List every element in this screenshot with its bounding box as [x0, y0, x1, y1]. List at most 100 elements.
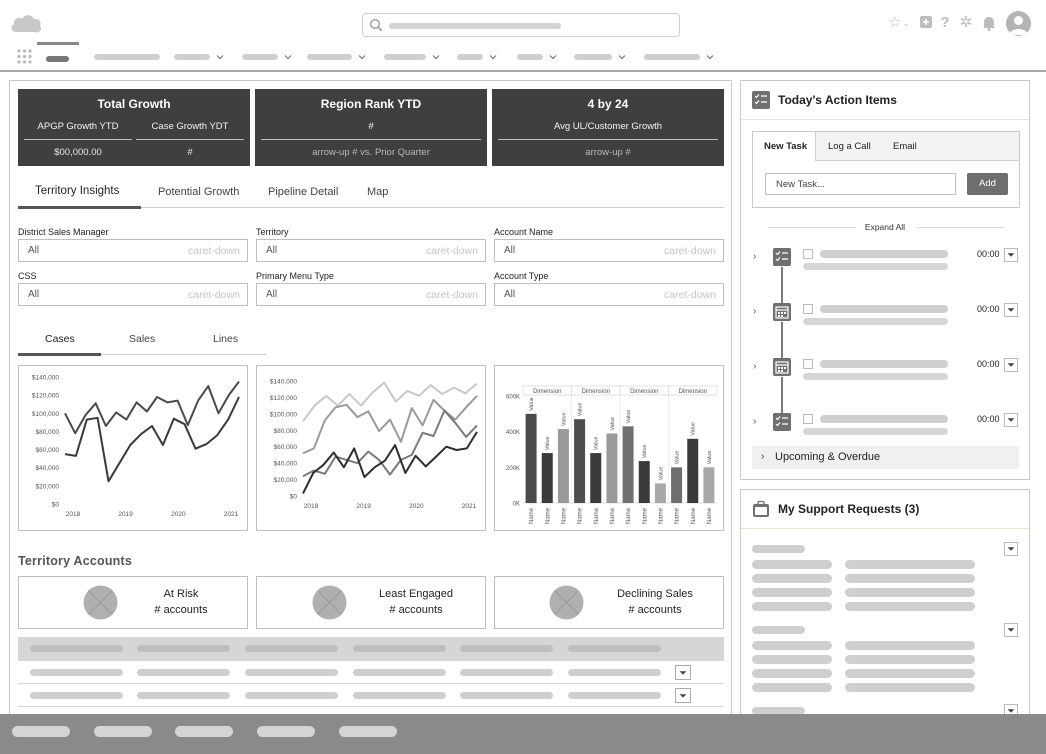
avatar[interactable]: [1006, 11, 1031, 36]
tab-new-task[interactable]: New Task: [764, 141, 808, 152]
row-actions-dropdown-icon[interactable]: [675, 688, 691, 703]
column-header[interactable]: [568, 645, 661, 652]
bar: [525, 413, 537, 503]
bell-icon[interactable]: [980, 14, 998, 32]
plus-icon[interactable]: [918, 14, 936, 32]
tab-map[interactable]: Map: [367, 186, 389, 198]
item-actions-dropdown-icon[interactable]: [1004, 413, 1018, 427]
request-field-placeholder: [845, 655, 975, 664]
nav-item-dropdown[interactable]: [174, 53, 224, 61]
upcoming-overdue-section[interactable]: › Upcoming & Overdue: [752, 446, 1019, 469]
tab-email[interactable]: Email: [893, 141, 917, 152]
salesforce-cloud-logo[interactable]: [10, 12, 42, 36]
filter-account-name[interactable]: All caret-down: [494, 239, 724, 262]
chevron-right-icon[interactable]: ›: [753, 361, 757, 372]
filter-primary-menu-type[interactable]: All caret-down: [256, 283, 486, 306]
checkbox[interactable]: [803, 249, 813, 259]
item-actions-dropdown-icon[interactable]: [1004, 303, 1018, 317]
bar: [671, 467, 683, 503]
x-tick-label: Name: [707, 507, 713, 524]
series-line: [302, 395, 478, 455]
nav-item-dropdown[interactable]: [384, 53, 440, 61]
x-tick-label: 2019: [118, 511, 133, 518]
chevron-down-icon: [432, 55, 440, 60]
column-header[interactable]: [30, 645, 123, 652]
filter-value: All: [504, 245, 516, 256]
my-support-requests-panel: My Support Requests (3): [740, 489, 1030, 729]
utility-item[interactable]: [257, 726, 315, 737]
request-title-placeholder: [752, 545, 805, 553]
caret-down-icon: caret-down: [664, 245, 716, 257]
column-header[interactable]: [353, 645, 446, 652]
gear-icon[interactable]: ✲: [959, 14, 973, 31]
chevron-right-icon[interactable]: ›: [753, 306, 757, 317]
tab-lines[interactable]: Lines: [213, 333, 239, 345]
tab-new-task-active[interactable]: [753, 132, 816, 161]
y-tick-label: $40,000: [274, 461, 298, 468]
timeline-item[interactable]: › 00:00: [741, 303, 1029, 333]
filter-css[interactable]: All caret-down: [18, 283, 248, 306]
request-title-placeholder: [752, 626, 805, 634]
utility-item[interactable]: [12, 726, 70, 737]
checkbox[interactable]: [803, 414, 813, 424]
expand-all-link[interactable]: Expand All: [864, 222, 906, 232]
tab-cases[interactable]: Cases: [45, 333, 75, 345]
bar-value-label: Value: [691, 422, 697, 436]
timeline-item[interactable]: › 00:00: [741, 413, 1029, 443]
nav-item-home-active[interactable]: [37, 42, 79, 70]
chevron-right-icon[interactable]: ›: [753, 416, 757, 427]
nav-item-dropdown[interactable]: [307, 53, 366, 61]
tab-pipeline-detail[interactable]: Pipeline Detail: [268, 186, 339, 198]
request-actions-dropdown-icon[interactable]: [1004, 623, 1018, 637]
utility-item[interactable]: [94, 726, 152, 737]
checkbox[interactable]: [803, 359, 813, 369]
account-card-at-risk[interactable]: At Risk # accounts: [18, 576, 248, 629]
chevron-down-icon[interactable]: ⌄: [902, 18, 910, 28]
bar: [622, 426, 634, 503]
column-header[interactable]: [245, 645, 338, 652]
help-icon[interactable]: ?: [940, 14, 950, 31]
tab-sales[interactable]: Sales: [129, 333, 156, 345]
divider: [917, 227, 1005, 228]
star-icon[interactable]: ☆: [888, 14, 902, 31]
item-actions-dropdown-icon[interactable]: [1004, 358, 1018, 372]
item-actions-dropdown-icon[interactable]: [1004, 248, 1018, 262]
table-row[interactable]: [18, 661, 724, 684]
filter-district-sales-manager[interactable]: All caret-down: [18, 239, 248, 262]
tab-log-a-call[interactable]: Log a Call: [828, 141, 871, 152]
utility-item[interactable]: [175, 726, 233, 737]
nav-item-dropdown[interactable]: [644, 53, 714, 61]
x-tick-label: Name: [529, 507, 535, 524]
account-card-least-engaged[interactable]: Least Engaged # accounts: [256, 576, 486, 629]
app-launcher-icon[interactable]: [17, 49, 32, 64]
tab-potential-growth[interactable]: Potential Growth: [158, 186, 240, 198]
column-header[interactable]: [137, 645, 230, 652]
filter-territory[interactable]: All caret-down: [256, 239, 486, 262]
item-time: 00:00: [977, 359, 1000, 369]
y-tick-label: $120,000: [270, 395, 297, 402]
filter-account-type[interactable]: All caret-down: [494, 283, 724, 306]
global-search-input[interactable]: [362, 13, 680, 37]
timeline-item[interactable]: › 00:00: [741, 248, 1029, 278]
tab-territory-insights[interactable]: Territory Insights: [35, 185, 120, 197]
item-time: 00:00: [977, 249, 1000, 259]
nav-item-dropdown[interactable]: [457, 53, 497, 61]
new-task-input[interactable]: New Task...: [765, 173, 956, 195]
chevron-right-icon[interactable]: ›: [753, 251, 757, 262]
timeline-item[interactable]: › 00:00: [741, 358, 1029, 388]
request-actions-dropdown-icon[interactable]: [1004, 542, 1018, 556]
nav-item[interactable]: [94, 53, 160, 61]
y-tick-label: 600K: [506, 395, 520, 401]
account-card-declining-sales[interactable]: Declining Sales # accounts: [494, 576, 724, 629]
column-header[interactable]: [460, 645, 553, 652]
nav-item-dropdown[interactable]: [574, 53, 626, 61]
nav-item-dropdown[interactable]: [517, 53, 557, 61]
utility-item[interactable]: [339, 726, 397, 737]
nav-item-dropdown[interactable]: [242, 53, 292, 61]
add-button[interactable]: Add: [967, 173, 1008, 195]
caret-down-icon: caret-down: [664, 289, 716, 301]
checkbox[interactable]: [803, 304, 813, 314]
table-cell: [245, 669, 338, 676]
table-row[interactable]: [18, 684, 724, 707]
row-actions-dropdown-icon[interactable]: [675, 665, 691, 680]
